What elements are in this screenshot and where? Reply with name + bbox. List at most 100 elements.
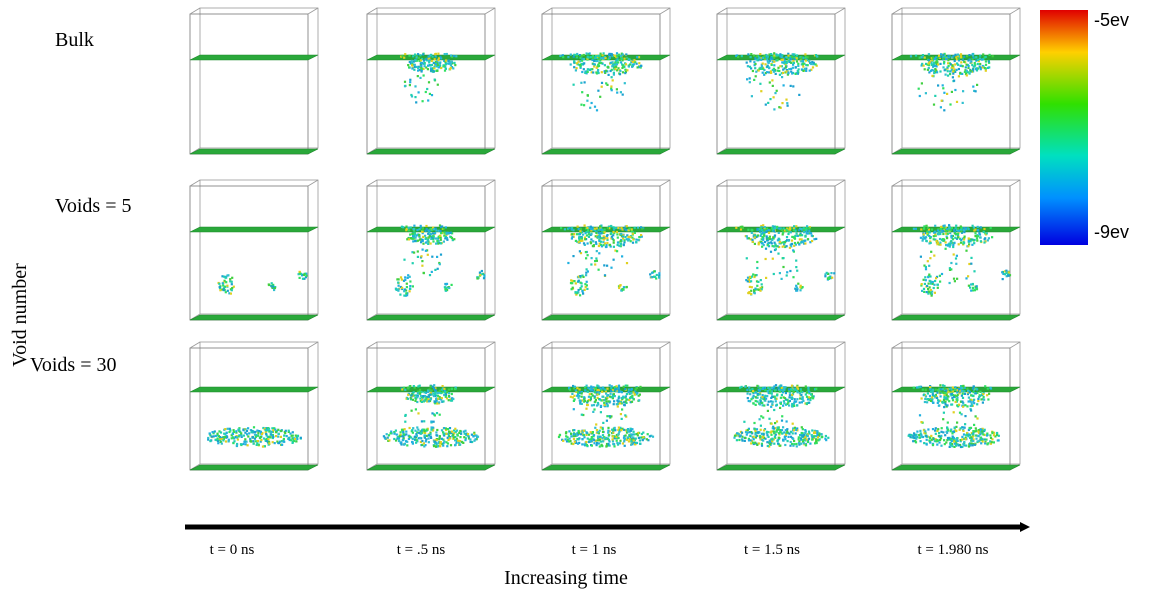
atom — [625, 434, 627, 436]
atom — [762, 68, 764, 70]
atom — [754, 63, 756, 65]
atom — [274, 442, 276, 444]
atom — [590, 56, 592, 58]
atom — [577, 438, 579, 440]
atom — [966, 70, 968, 72]
atom — [944, 56, 946, 58]
atom — [982, 433, 984, 435]
atom — [631, 443, 633, 445]
atom — [749, 435, 751, 437]
atom — [953, 437, 955, 439]
atom — [775, 73, 777, 75]
box-front — [892, 348, 1010, 470]
box-edge — [542, 180, 552, 186]
atom — [929, 280, 931, 282]
atom — [431, 390, 433, 392]
atom — [954, 60, 956, 62]
atom — [953, 80, 955, 82]
atom — [583, 54, 585, 56]
atom — [578, 237, 580, 239]
atom — [788, 436, 790, 438]
atom — [271, 427, 273, 429]
atom — [972, 54, 974, 56]
atom — [608, 434, 610, 436]
atom — [600, 62, 602, 64]
colorbar — [1040, 10, 1088, 245]
atom — [748, 439, 750, 441]
atom — [803, 231, 805, 233]
atom — [985, 439, 987, 441]
atom — [399, 294, 401, 296]
atom — [446, 239, 448, 241]
atom — [770, 430, 772, 432]
atom — [609, 396, 611, 398]
atom — [429, 93, 431, 95]
atom — [935, 433, 937, 435]
atom — [985, 70, 987, 72]
atom — [926, 401, 928, 403]
atom — [400, 276, 402, 278]
atom — [404, 389, 406, 391]
atom — [932, 57, 934, 59]
atom — [736, 439, 738, 441]
atom — [773, 428, 775, 430]
atom — [793, 440, 795, 442]
box-edge — [892, 180, 902, 186]
atom — [960, 65, 962, 67]
atom — [603, 402, 605, 404]
atom — [624, 72, 626, 74]
atom — [968, 433, 970, 435]
atom — [932, 281, 934, 283]
atom — [937, 63, 939, 65]
atom — [795, 66, 797, 68]
atom — [770, 72, 772, 74]
atom — [278, 442, 280, 444]
atom — [793, 53, 795, 55]
atom — [1005, 270, 1007, 272]
atom — [756, 267, 758, 269]
atom — [974, 444, 976, 446]
atom — [769, 443, 771, 445]
atom — [587, 254, 589, 256]
box-edge — [1010, 180, 1020, 186]
atom — [768, 229, 770, 231]
atom — [802, 70, 804, 72]
atom — [791, 236, 793, 238]
atom — [992, 55, 994, 57]
atom — [231, 287, 233, 289]
atom — [273, 289, 275, 291]
atom — [422, 236, 424, 238]
atom — [572, 255, 574, 257]
atom — [582, 293, 584, 295]
atom — [620, 61, 622, 63]
atom — [594, 263, 596, 265]
atom — [968, 397, 970, 399]
atom — [760, 425, 762, 427]
atom — [756, 444, 758, 446]
atom — [219, 286, 221, 288]
atom — [936, 439, 938, 441]
atom — [920, 421, 922, 423]
atom — [808, 391, 810, 393]
atom — [423, 445, 425, 447]
atom — [646, 438, 648, 440]
atom — [397, 282, 399, 284]
atom — [412, 285, 414, 287]
atom — [942, 66, 944, 68]
atom — [790, 436, 792, 438]
atom — [427, 390, 429, 392]
atom — [577, 61, 579, 63]
atom — [795, 266, 797, 268]
atom — [257, 435, 259, 437]
atom — [945, 403, 947, 405]
atom — [277, 433, 279, 435]
atom — [230, 293, 232, 295]
atom — [778, 232, 780, 234]
atom — [933, 284, 935, 286]
atom — [409, 79, 411, 81]
atom — [637, 66, 639, 68]
atom — [961, 387, 963, 389]
atom — [766, 239, 768, 241]
atom — [965, 228, 967, 230]
atom — [980, 68, 982, 70]
